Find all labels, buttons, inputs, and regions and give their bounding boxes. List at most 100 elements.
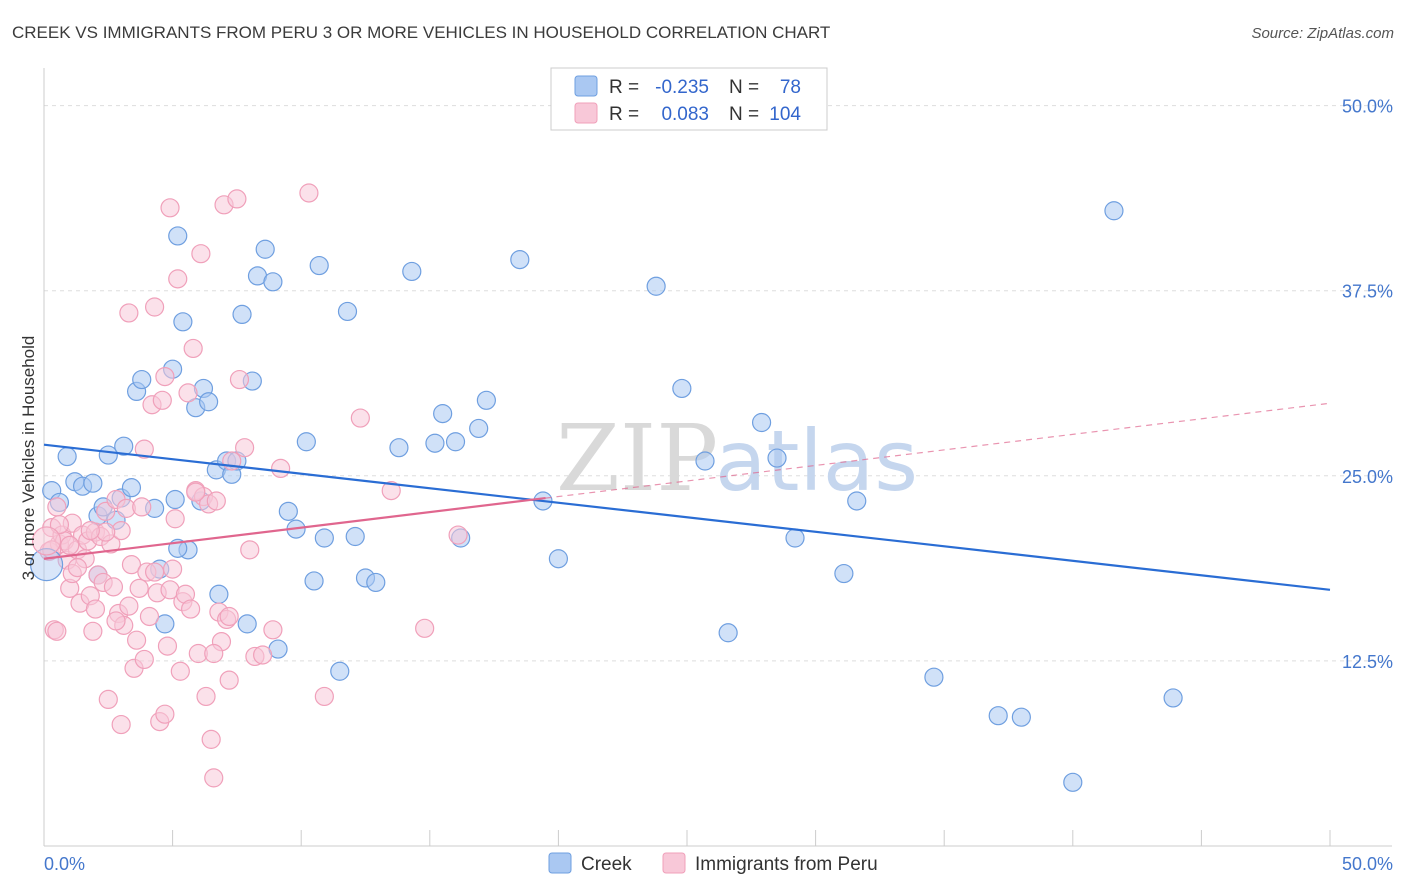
creek-point-75 [1104,201,1124,221]
peru-point-78 [253,645,273,665]
creek-point-33 [232,304,252,325]
creek-point-3 [57,446,77,467]
creek-point-69 [834,563,854,584]
peru-point-57 [183,338,203,359]
creek-point-44 [309,255,329,276]
peru-point-44 [152,390,172,410]
creek-point-55 [445,432,466,452]
bottom-legend-label-creek: Creek [581,854,632,875]
peru-point-96 [204,643,224,664]
peru-point-28 [111,714,131,735]
creek-point-6 [83,473,103,493]
peru-point-90 [134,439,154,459]
peru-point-49 [163,559,183,579]
peru-point-95 [119,596,139,616]
creek-point-50 [366,572,386,593]
creek-point-22 [173,312,193,332]
creek-point-13 [121,478,142,498]
peru-point-91 [144,562,165,582]
peru-point-46 [157,636,178,656]
creek-point-21 [168,226,188,246]
bottom-legend-swatch-peru [662,852,686,874]
legend-n-value-peru: 104 [769,104,801,125]
peru-point-82 [314,686,334,707]
peru-trend-line [43,497,546,560]
peru-point-48 [160,198,180,218]
legend-r-label-peru: R = [609,104,639,125]
creek-point-62 [646,276,666,296]
legend-n-label-peru: N = [729,104,759,125]
peru-point-76 [240,540,260,560]
peru-point-97 [155,704,175,724]
creek-point-74 [1063,772,1083,792]
creek-point-38 [263,272,283,292]
series-legend: Creek Immigrants from Peru [548,852,878,875]
legend-n-label-creek: N = [729,77,759,98]
peru-point-80 [271,458,291,479]
creek-point-52 [402,261,422,282]
peru-point-79 [263,620,283,640]
y-tick-label-3: 50.0% [1342,97,1393,117]
peru-point-92 [186,482,206,502]
peru-point-60 [191,244,211,264]
peru-point-45 [155,366,175,387]
chart-source: Source: ZipAtlas.com [1251,25,1394,42]
creek-point-63 [672,378,692,399]
peru-point-73 [227,189,247,209]
x-tick-label-left: 0.0% [44,854,85,874]
peru-point-87 [47,621,67,641]
creek-point-46 [330,661,350,681]
peru-point-100 [219,606,239,627]
peru-point-71 [219,670,239,690]
y-tick-labels: 12.5% 25.0% 37.5% 50.0% [1342,97,1393,672]
creek-point-0 [1163,688,1183,708]
peru-point-24 [103,577,124,597]
peru-point-51 [168,269,188,289]
peru-point-31 [119,303,139,323]
creek-point-40 [278,501,298,521]
legend-r-value-peru: 0.083 [661,104,709,125]
peru-point-103 [106,611,126,631]
creek-point-47 [337,301,358,322]
peru-point-36 [132,497,152,517]
peru-point-94 [80,520,100,541]
creek-point-66 [751,412,772,433]
peru-point-37 [134,649,154,670]
peru-point-edge [31,526,62,556]
correlation-legend: R = -0.235 N = 78 R = 0.083 N = 104 [550,67,828,131]
peru-point-102 [67,558,88,578]
creek-point-34 [237,614,257,634]
creek-point-42 [296,432,316,452]
legend-r-label-creek: R = [609,77,639,98]
creek-point-48 [345,526,365,547]
creek-point-18 [155,614,175,634]
bottom-legend-swatch-creek [548,852,572,874]
creek-point-53 [425,433,445,453]
legend-n-value-creek: 78 [780,77,801,98]
axes [43,68,1392,847]
scatter-points [29,183,1183,792]
x-tick-label-right: 50.0% [1342,854,1393,874]
bottom-legend-label-peru: Immigrants from Peru [695,854,878,875]
creek-point-54 [433,404,453,424]
y-tick-label-1: 25.0% [1342,467,1393,487]
creek-point-71 [924,667,944,687]
watermark-atlas: atlas [715,412,918,510]
creek-point-37 [255,239,275,259]
peru-point-64 [201,729,221,749]
peru-point-83 [350,408,370,428]
creek-point-65 [718,623,738,643]
peru-point-81 [299,183,319,203]
peru-point-75 [235,438,255,458]
peru-point-50 [165,509,185,529]
peru-point-74 [229,369,250,390]
legend-r-value-creek: -0.235 [655,77,709,98]
creek-point-59 [510,250,530,270]
creek-point-70 [847,491,867,511]
peru-point-16 [83,621,103,641]
peru-point-22 [98,689,118,710]
peru-point-85 [415,618,435,638]
peru-point-86 [448,525,468,545]
creek-point-43 [304,571,324,591]
